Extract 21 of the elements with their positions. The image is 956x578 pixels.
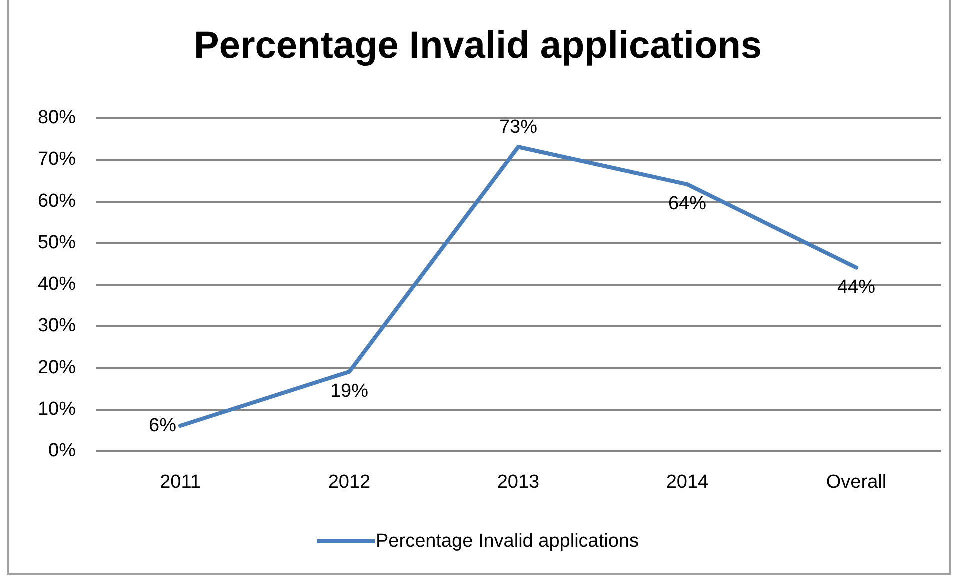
- x-tick-label: 2012: [328, 472, 371, 493]
- data-label: 6%: [149, 416, 177, 437]
- data-label: 44%: [837, 276, 876, 298]
- y-tick-label: 50%: [38, 232, 76, 254]
- y-tick-label: 10%: [38, 398, 76, 420]
- y-tick-label: 70%: [38, 149, 76, 170]
- x-tick-label: 2013: [497, 472, 540, 493]
- y-tick-label: 0%: [48, 440, 76, 462]
- y-tick-label: 60%: [38, 190, 76, 212]
- y-tick-label: 20%: [38, 357, 76, 378]
- y-tick-label: 40%: [38, 274, 76, 295]
- x-tick-label: Overall: [826, 472, 887, 493]
- x-tick-label: 2011: [160, 472, 201, 493]
- legend-label: Percentage Invalid applications: [376, 531, 640, 552]
- y-tick-label: 30%: [38, 316, 76, 337]
- y-tick-label: 80%: [38, 108, 76, 128]
- data-label: 73%: [499, 117, 538, 138]
- data-label: 64%: [668, 194, 707, 215]
- data-label: 19%: [330, 380, 369, 402]
- x-tick-label: 2014: [666, 472, 710, 493]
- chart-title: Percentage Invalid applications: [194, 25, 762, 67]
